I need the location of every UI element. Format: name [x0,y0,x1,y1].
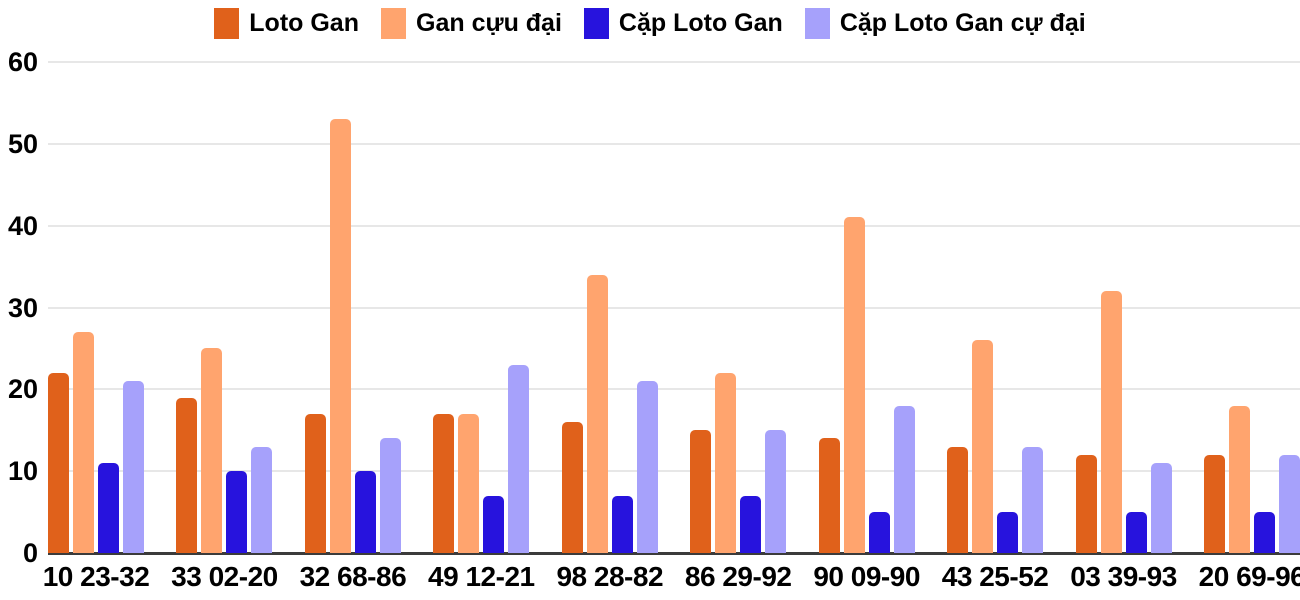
bar-group [690,62,787,553]
y-tick-label: 40 [7,210,38,241]
x-tick-label: 86 29-92 [684,561,792,592]
bar[interactable] [123,381,144,553]
gridline [48,470,1300,473]
x-tick-label: 10 23-32 [42,561,150,592]
bar[interactable] [611,495,633,553]
bar[interactable] [997,512,1019,553]
legend-label: Cặp Loto Gan cự đại [839,9,1086,37]
gridline [48,142,1300,145]
y-tick-label: 30 [7,292,38,323]
bar[interactable] [972,340,994,553]
bar[interactable] [636,381,658,553]
legend-item-3[interactable]: Cặp Loto Gan cự đại [804,8,1086,39]
bar[interactable] [226,471,248,553]
x-tick-label: 43 25-52 [941,561,1049,592]
legend-label: Cặp Loto Gan [618,9,783,37]
bar[interactable] [433,413,455,553]
bar[interactable] [947,446,969,553]
y-tick-label: 60 [7,47,38,77]
bar[interactable] [1022,446,1044,553]
x-tick-label: 03 39-93 [1070,561,1177,592]
x-tick-label: 90 09-90 [813,561,920,592]
bar[interactable] [1150,462,1172,553]
legend-item-1[interactable]: Gan cựu đại [381,8,562,39]
bar[interactable] [48,372,69,553]
bar[interactable] [201,348,223,553]
bar[interactable] [483,495,505,553]
bar-group [176,62,273,553]
bar[interactable] [818,438,840,553]
x-axis-labels: 10 23-32 33 02-20 32 68-86 49 12-21 98 28-82… [42,561,1300,593]
bar[interactable] [304,413,326,553]
bar[interactable] [458,413,480,553]
bar[interactable] [843,217,865,553]
y-tick-label: 10 [7,456,38,487]
bar[interactable] [868,512,890,553]
y-tick-label: 50 [7,128,38,159]
bar[interactable] [176,397,198,553]
bar[interactable] [765,430,787,553]
x-tick-label: 49 12-21 [428,561,535,592]
gridline [48,61,1300,63]
bar[interactable] [1075,454,1097,553]
gridline [48,224,1300,227]
legend-item-2[interactable]: Cặp Loto Gan [583,8,783,39]
y-tick-label: 20 [7,374,38,405]
legend-swatch-icon [804,8,830,39]
legend-swatch-icon [214,8,240,39]
legend-swatch-icon [583,8,609,39]
bar[interactable] [690,430,712,553]
plot-area [48,62,1300,553]
x-axis-line [48,552,1300,555]
bar[interactable] [561,422,583,553]
bar[interactable] [379,438,401,553]
legend-label: Gan cựu đại [416,9,562,37]
bar[interactable] [1253,512,1275,553]
bar-group [818,62,915,553]
chart-legend: Loto Gan Gan cựu đại Cặp Loto Gan Cặp Loto … [0,8,1300,39]
x-tick-label: 33 02-20 [171,561,278,592]
bar-group [304,62,401,553]
bar[interactable] [1203,454,1225,553]
bar-group [1075,62,1172,553]
gridline [48,306,1300,309]
legend-swatch-icon [381,8,406,39]
bar[interactable] [251,446,273,553]
bar-group [947,62,1044,553]
bar[interactable] [1278,454,1300,553]
x-tick-label: 98 28-82 [556,561,664,592]
bar[interactable] [73,332,94,553]
bar[interactable] [1100,291,1122,553]
bar-group [561,62,658,553]
bar-group [48,62,144,553]
bar-group [433,62,530,553]
bar[interactable] [1125,512,1147,553]
gridline [48,388,1300,391]
bar[interactable] [354,471,376,553]
bar[interactable] [98,462,119,553]
bar[interactable] [1228,405,1250,553]
bar[interactable] [715,372,737,553]
legend-item-0[interactable]: Loto Gan [214,8,359,39]
bar[interactable] [329,119,351,553]
bar-group [1203,62,1300,553]
bar[interactable] [586,274,608,553]
bar[interactable] [508,364,530,553]
x-tick-label: 20 69-96 [1198,561,1300,592]
legend-label: Loto Gan [249,9,359,37]
bar[interactable] [740,495,762,553]
bar[interactable] [893,405,915,553]
x-tick-label: 32 68-86 [299,561,407,592]
y-tick-label: 0 [22,538,38,568]
